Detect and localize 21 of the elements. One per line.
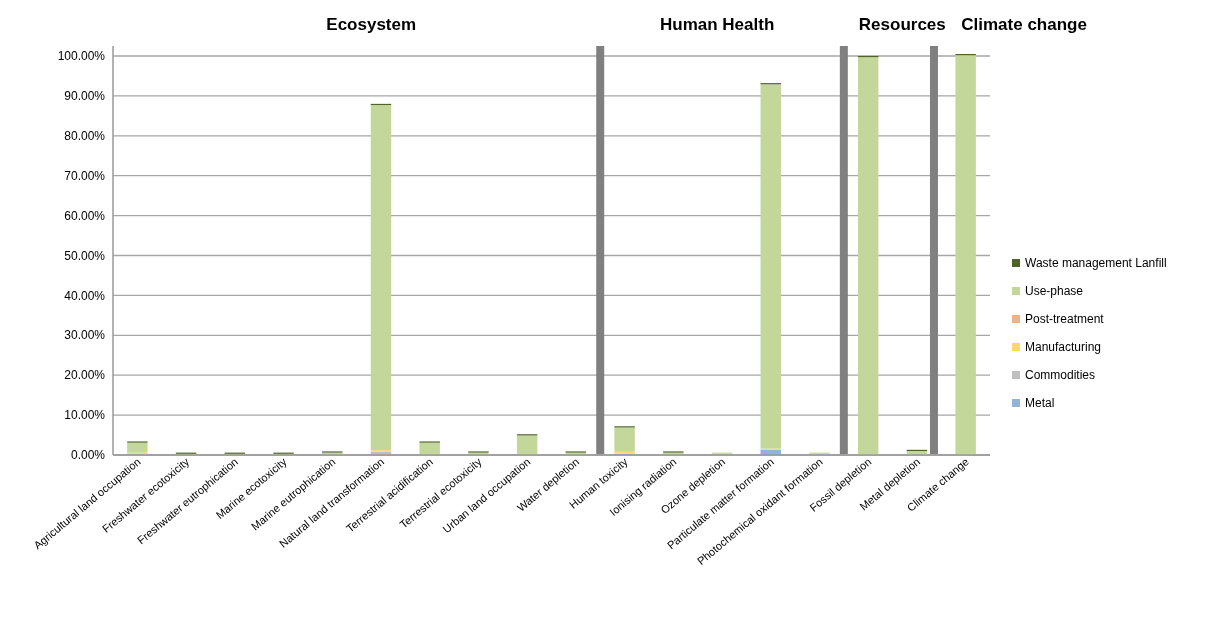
text: Ecosystem xyxy=(326,15,417,34)
legend-label: Manufacturing xyxy=(1025,340,1102,355)
y-tick-label: 40.00% xyxy=(64,288,106,303)
text: Resources xyxy=(858,15,946,34)
y-tick-label: 60.00% xyxy=(64,208,106,223)
legend-label: Waste management Lanfill xyxy=(1025,256,1167,271)
y-tick-label: 0.00% xyxy=(70,448,106,463)
y-tick-label: 20.00% xyxy=(64,368,106,383)
text: Human Health xyxy=(660,15,775,34)
legend-label: Use-phase xyxy=(1025,284,1084,299)
y-tick-label: 30.00% xyxy=(64,328,106,343)
y-tick-label: 80.00% xyxy=(64,128,106,143)
y-tick-label: 100.00% xyxy=(57,49,106,64)
y-tick-label: 50.00% xyxy=(64,248,106,263)
y-tick-label: 90.00% xyxy=(64,89,106,104)
legend-label: Commodities xyxy=(1025,368,1096,383)
legend-label: Post-treatment xyxy=(1025,312,1105,327)
text: Climate change xyxy=(961,15,1087,34)
y-tick-label: 70.00% xyxy=(64,168,106,183)
legend-label: Metal xyxy=(1025,396,1055,411)
y-tick-label: 10.00% xyxy=(64,408,106,423)
